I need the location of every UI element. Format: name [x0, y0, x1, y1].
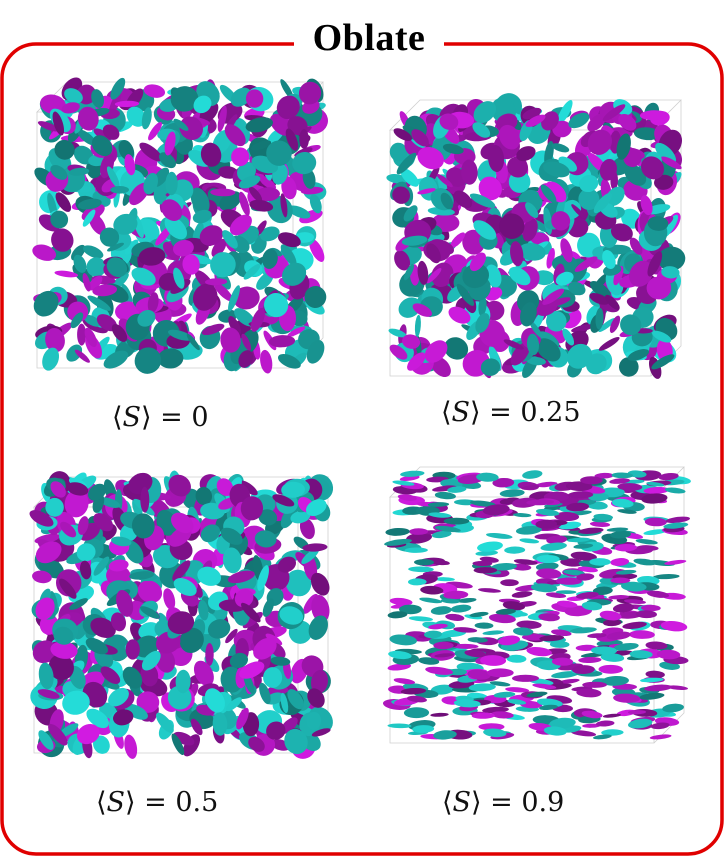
oblate-particle [519, 538, 539, 545]
oblate-particle [122, 734, 139, 761]
order-value: 0.25 [520, 397, 580, 428]
order-value: 0.5 [175, 787, 218, 818]
oblate-particle [205, 643, 213, 666]
oblate-particle [526, 646, 552, 658]
oblate-particle [77, 324, 86, 346]
oblate-particle [664, 559, 687, 566]
oblate-particle [629, 630, 655, 639]
oblate-particle [433, 642, 453, 649]
oblate-particle [582, 682, 607, 688]
oblate-particle [445, 613, 465, 622]
oblate-particle [487, 668, 514, 677]
oblate-particle [499, 489, 524, 498]
oblate-particle [513, 513, 532, 518]
oblate-particle [414, 315, 421, 338]
oblate-particle [578, 657, 601, 664]
order-value: 0 [191, 402, 208, 433]
oblate-particle [635, 538, 658, 545]
order-label-s05: ⟨S⟩ = 0.5 [96, 787, 218, 818]
title-container: Oblate [294, 8, 444, 68]
oblate-particle [408, 566, 434, 572]
oblate-particle [387, 723, 411, 728]
order-label-s0: ⟨S⟩ = 0 [112, 402, 209, 433]
oblate-particle [522, 469, 543, 480]
particle-box-s025 [378, 88, 693, 388]
oblate-particle [408, 578, 427, 585]
oblate-particle [482, 630, 504, 636]
oblate-particle [385, 527, 410, 536]
oblate-particle [665, 487, 686, 495]
order-label-s025: ⟨S⟩ = 0.25 [441, 397, 581, 428]
oblate-particle [258, 349, 273, 374]
oblate-particle [474, 567, 498, 573]
oblate-particle [475, 622, 494, 629]
particle-box-s09 [378, 455, 696, 755]
oblate-particle [486, 532, 513, 540]
oblate-particle [409, 616, 433, 622]
oblate-particle [476, 540, 503, 553]
oblate-particle [550, 641, 570, 648]
oblate-particle [419, 597, 443, 605]
oblate-particle [536, 555, 559, 563]
oblate-particle [633, 557, 656, 566]
oblate-particle [511, 590, 532, 599]
oblate-particle [400, 470, 425, 478]
oblate-particle [598, 665, 623, 674]
particle-box-s0 [25, 70, 335, 380]
particle-box-s05 [22, 465, 340, 765]
oblate-particle [478, 587, 501, 593]
oblate-particle [504, 546, 525, 554]
oblate-particle [450, 604, 471, 614]
oblate-particle [126, 639, 140, 659]
oblate-particle [444, 518, 470, 525]
oblate-particle [650, 734, 672, 741]
order-label-s09: ⟨S⟩ = 0.9 [442, 787, 564, 818]
oblate-particle [603, 713, 621, 718]
figure-title: Oblate [313, 16, 426, 60]
oblate-particle [597, 335, 621, 353]
oblate-particle [540, 541, 567, 552]
oblate-particle [500, 579, 519, 586]
oblate-particle [430, 712, 449, 717]
order-value: 0.9 [521, 787, 564, 818]
oblate-particle [404, 707, 429, 718]
